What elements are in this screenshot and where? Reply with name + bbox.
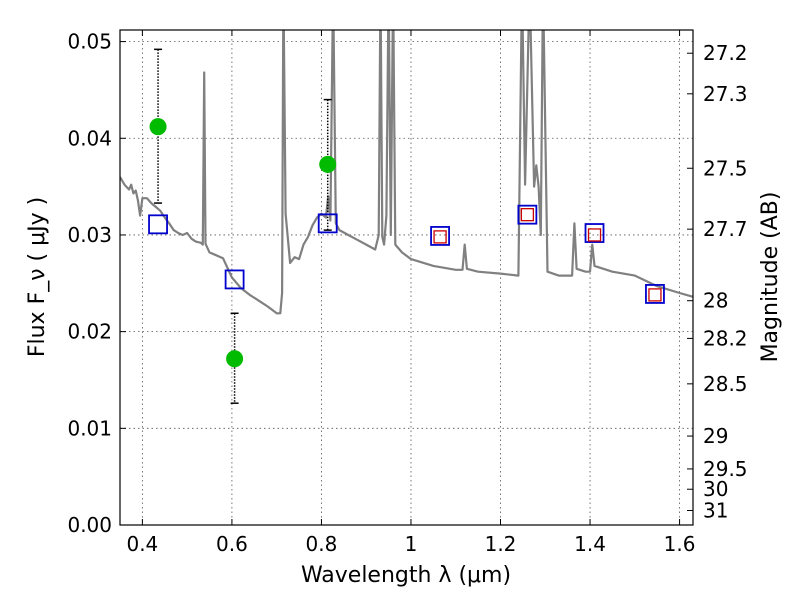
y-tick-label: 0.00	[67, 513, 112, 537]
x-tick-label: 1.4	[574, 532, 606, 556]
y-tick-label: 0.03	[67, 223, 112, 247]
observed-flux-point	[226, 350, 244, 368]
y-axis-label: Flux F_ν ( μJy )	[25, 197, 50, 357]
model-flux-square	[224, 269, 245, 290]
right-tick-label: 27.2	[703, 41, 748, 65]
model-flux-square	[148, 214, 168, 235]
model-flux-square	[317, 213, 338, 234]
upper-limit-square	[520, 208, 535, 222]
observed-flux-point	[319, 155, 337, 173]
right-tick-label: 27.3	[703, 82, 748, 106]
right-tick-label: 30	[703, 477, 728, 501]
right-tick-label: 28	[703, 289, 728, 313]
model-flux-square	[645, 284, 665, 304]
right-tick-label: 31	[703, 498, 728, 522]
markers	[148, 48, 665, 404]
y-axis-ticks: 0.00 0.01 0.02 0.03 0.04 0.05	[67, 30, 126, 537]
y-tick-label: 0.05	[67, 30, 112, 54]
plot-area	[120, 30, 693, 404]
right-tick-label: 27.5	[703, 156, 748, 180]
x-tick-label: 0.4	[126, 532, 158, 556]
right-tick-label: 29.5	[703, 457, 748, 481]
right-axis-label: Magnitude (AB)	[758, 192, 783, 363]
right-tick-label: 27.7	[703, 217, 748, 241]
right-tick-label: 28.2	[703, 326, 748, 350]
x-tick-label: 0.6	[216, 532, 248, 556]
upper-limit-square	[648, 288, 662, 302]
right-tick-label: 29	[703, 424, 728, 448]
y-tick-label: 0.01	[67, 416, 112, 440]
right-tick-label: 28.5	[703, 372, 748, 396]
model-flux-square	[584, 223, 605, 243]
grid-lines	[120, 30, 693, 526]
x-tick-label: 1.6	[664, 532, 696, 556]
plot-frame	[119, 29, 694, 526]
model-flux-square	[430, 226, 450, 246]
x-tick-label: 1	[405, 532, 418, 556]
x-axis-label: Wavelength λ (μm)	[301, 563, 511, 588]
x-tick-label: 1.2	[485, 532, 517, 556]
upper-limit-square	[433, 230, 447, 244]
x-tick-label: 0.8	[306, 532, 338, 556]
upper-limit-square	[587, 228, 602, 242]
y-tick-label: 0.04	[67, 126, 112, 150]
x-axis-ticks: 0.4 0.6 0.8 1 1.2 1.4 1.6	[126, 30, 695, 556]
observed-flux-point	[149, 118, 167, 136]
model-flux-square	[517, 204, 538, 225]
model-spectrum-line	[120, 30, 693, 315]
y-tick-label: 0.02	[67, 320, 112, 344]
